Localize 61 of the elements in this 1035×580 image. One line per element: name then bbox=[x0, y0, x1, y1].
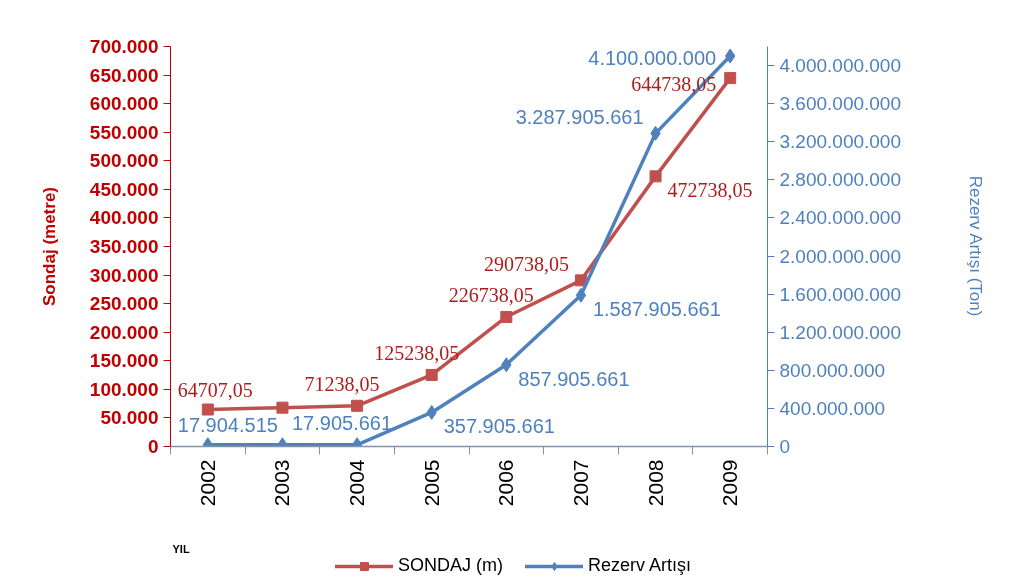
y-tick-label: 0 bbox=[147, 436, 159, 457]
y2-tick-label: 1.600.000.000 bbox=[779, 283, 902, 305]
y-tick-label: 50.000 bbox=[100, 407, 159, 429]
y-tick-label: 400.000 bbox=[89, 207, 159, 229]
legend-label: SONDAJ (m) bbox=[398, 555, 503, 576]
y2-axis-title: Rezerv Artışı (Ton) bbox=[966, 175, 986, 317]
x-axis-title: YIL bbox=[172, 542, 190, 555]
y2-tick-label: 2.400.000.000 bbox=[779, 207, 902, 229]
y-tick-label: 650.000 bbox=[89, 64, 159, 86]
x-tick-label: 2008 bbox=[643, 459, 667, 507]
y-tick-label: 350.000 bbox=[89, 236, 159, 257]
y-tick-label: 550.000 bbox=[89, 121, 159, 143]
data-label: 226738,05 bbox=[448, 283, 534, 306]
y2-tick-label: 4.000.000.000 bbox=[779, 55, 902, 77]
data-label: 125238,05 bbox=[374, 341, 460, 364]
data-label: 17.904.515 bbox=[177, 413, 278, 436]
data-label: 357.905.661 bbox=[443, 415, 555, 438]
y-axis-title: Sondaj (metre) bbox=[39, 186, 59, 307]
x-tick-label: 2009 bbox=[718, 459, 742, 507]
data-label: 71238,05 bbox=[304, 372, 380, 395]
y-tick-label: 700.000 bbox=[89, 36, 159, 57]
point bbox=[276, 401, 289, 414]
x-tick-label: 2003 bbox=[270, 459, 294, 507]
point bbox=[574, 274, 587, 287]
y2-tick-label: 800.000.000 bbox=[779, 359, 886, 381]
data-label: 1.587.905.661 bbox=[592, 298, 721, 321]
data-label: 17.905.661 bbox=[292, 411, 393, 434]
data-label: 290738,05 bbox=[483, 253, 569, 276]
y-tick-label: 300.000 bbox=[89, 264, 159, 286]
y-tick-label: 100.000 bbox=[89, 378, 159, 400]
data-label: 857.905.661 bbox=[518, 367, 630, 390]
point bbox=[351, 399, 364, 412]
point bbox=[201, 403, 214, 416]
x-tick-label: 2007 bbox=[568, 459, 592, 507]
y2-tick-label: 1.200.000.000 bbox=[779, 321, 902, 343]
point bbox=[425, 368, 438, 381]
y2-tick-label: 2.000.000.000 bbox=[779, 245, 902, 267]
y-tick-label: 250.000 bbox=[89, 293, 159, 315]
point bbox=[500, 310, 513, 323]
y-tick-label: 200.000 bbox=[89, 321, 159, 343]
y2-tick-label: 3.200.000.000 bbox=[779, 131, 902, 153]
y2-tick-label: 400.000.000 bbox=[779, 397, 886, 419]
y2-tick-label: 0 bbox=[779, 436, 791, 457]
data-label: 3.287.905.661 bbox=[515, 106, 644, 129]
y2-tick-label: 3.600.000.000 bbox=[779, 93, 902, 115]
point bbox=[649, 170, 662, 183]
x-tick-label: 2005 bbox=[419, 459, 443, 507]
data-label: 4.100.000.000 bbox=[588, 47, 717, 70]
y-tick-label: 500.000 bbox=[89, 150, 159, 172]
y2-tick-label: 2.800.000.000 bbox=[779, 169, 902, 191]
y-tick-label: 150.000 bbox=[89, 350, 159, 372]
data-label: 64707,05 bbox=[177, 378, 253, 401]
legend-label: Rezerv Artışı bbox=[588, 555, 692, 576]
x-tick-label: 2004 bbox=[345, 459, 369, 507]
point bbox=[724, 72, 737, 85]
x-tick-label: 2002 bbox=[195, 459, 219, 507]
point bbox=[575, 287, 587, 303]
data-label: 472738,05 bbox=[667, 179, 753, 202]
y-tick-label: 450.000 bbox=[89, 178, 159, 200]
y-tick-label: 600.000 bbox=[89, 93, 159, 115]
x-tick-label: 2006 bbox=[494, 459, 518, 507]
